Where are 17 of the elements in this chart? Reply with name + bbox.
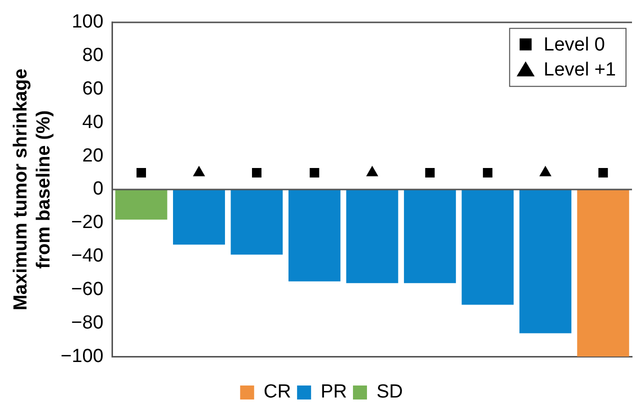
y-tick-label: −20 (71, 212, 104, 234)
y-tick-label: 20 (82, 145, 104, 166)
legend-label: Level 0 (544, 34, 605, 56)
y-tick-label: −80 (71, 312, 104, 334)
y-tick-label: 0 (92, 178, 104, 200)
legend-label: CR (264, 382, 292, 403)
y-tick-label: 80 (82, 45, 104, 66)
legend-label: Level +1 (544, 60, 616, 81)
legend-label: SD (376, 382, 403, 403)
y-tick-label: 40 (82, 112, 104, 133)
y-tick-label: −40 (71, 246, 104, 267)
legend-label: PR (320, 382, 347, 403)
y-tick-label: 100 (72, 12, 104, 33)
y-tick-label: −60 (71, 278, 104, 300)
y-axis-title: Maximum tumor shrinkage from baseline (%) (10, 68, 54, 310)
y-tick-label: 60 (82, 78, 104, 100)
y-tick-label: −100 (60, 346, 104, 367)
